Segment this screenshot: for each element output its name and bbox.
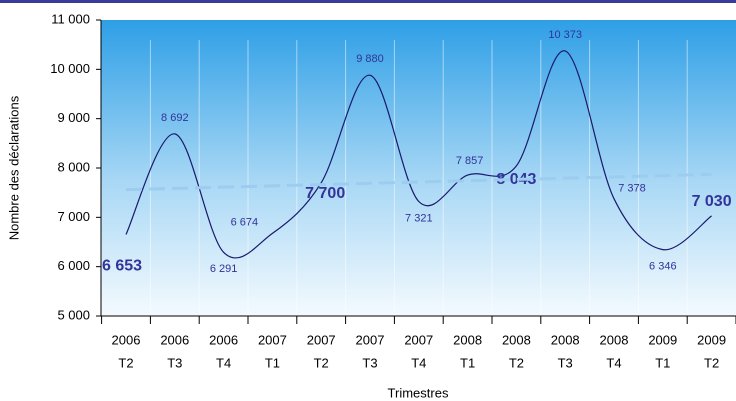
x-tick-label: T4 — [411, 355, 426, 370]
data-label: 7 030 — [692, 193, 732, 210]
x-tick-label: T1 — [460, 355, 475, 370]
x-tick-label: 2008 — [551, 332, 580, 347]
data-label: 9 880 — [356, 53, 384, 65]
x-tick-label: T1 — [655, 355, 670, 370]
y-axis-title: Nombre des déclarations — [6, 95, 21, 240]
x-tick-label: 2006 — [209, 332, 238, 347]
x-tick-label: 2008 — [600, 332, 629, 347]
y-tick-label: 8 000 — [57, 159, 90, 174]
x-tick-label: T3 — [167, 355, 182, 370]
y-tick-label: 9 000 — [57, 110, 90, 125]
data-line — [125, 50, 712, 259]
data-label: 7 700 — [305, 185, 345, 202]
data-label: 6 291 — [210, 263, 238, 275]
x-tick-label: 2006 — [160, 332, 189, 347]
y-tick-label: 11 000 — [51, 11, 90, 26]
x-tick-label: 2006 — [112, 332, 141, 347]
y-tick-label: 6 000 — [57, 258, 90, 273]
data-label: 8 043 — [496, 171, 536, 188]
y-tick-label: 5 000 — [57, 307, 90, 322]
data-label: 8 692 — [161, 112, 189, 124]
data-label: 6 346 — [649, 261, 677, 273]
x-tick-label: 2008 — [453, 332, 482, 347]
x-tick-label: 2007 — [404, 332, 433, 347]
x-axis-title: Trimestres — [388, 385, 449, 400]
x-tick-label: 2009 — [697, 332, 726, 347]
y-tick-label: 7 000 — [57, 209, 90, 224]
x-tick-label: T4 — [216, 355, 231, 370]
data-label: 7 378 — [618, 183, 646, 195]
x-tick-label: 2007 — [307, 332, 336, 347]
x-tick-label: 2009 — [648, 332, 677, 347]
x-tick-label: T4 — [606, 355, 621, 370]
data-label: 6 653 — [102, 258, 142, 275]
x-tick-label: T2 — [704, 355, 719, 370]
trend-line — [125, 172, 712, 192]
data-label: 10 373 — [548, 29, 582, 41]
y-tick-label: 10 000 — [50, 61, 90, 76]
x-tick-label: 2007 — [356, 332, 385, 347]
x-tick-label: 2008 — [502, 332, 531, 347]
data-label: 7 321 — [405, 212, 433, 224]
x-tick-label: T3 — [558, 355, 573, 370]
data-label: 6 674 — [231, 216, 259, 228]
x-tick-label: T2 — [509, 355, 524, 370]
x-tick-label: T2 — [118, 355, 133, 370]
x-tick-label: 2007 — [258, 332, 287, 347]
plot-area — [101, 20, 736, 316]
top-border — [0, 0, 736, 3]
x-tick-label: T1 — [265, 355, 280, 370]
x-tick-label: T2 — [314, 355, 329, 370]
x-tick-label: T3 — [362, 355, 377, 370]
data-label: 7 857 — [456, 155, 484, 167]
